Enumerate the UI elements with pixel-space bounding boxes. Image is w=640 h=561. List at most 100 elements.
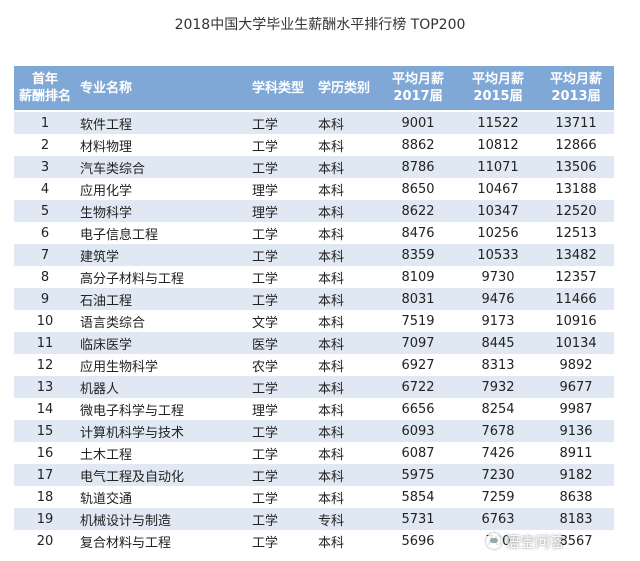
table-row: 9 石油工程 工学 本科 8031 9476 11466	[14, 288, 614, 310]
cell-degree-type: 本科	[312, 244, 378, 266]
header-salary-2013: 平均月薪 2013届	[538, 66, 614, 112]
table-row: 17 电气工程及自动化 工学 本科 5975 7230 9182	[14, 464, 614, 486]
table-row: 8 高分子材料与工程 工学 本科 8109 9730 12357	[14, 266, 614, 288]
toutiao-logo-icon	[486, 533, 502, 549]
cell-salary-2015: 9173	[458, 310, 538, 332]
cell-salary-2013: 12520	[538, 200, 614, 222]
cell-rank: 10	[14, 310, 76, 332]
cell-salary-2017: 8622	[378, 200, 458, 222]
cell-salary-2017: 5696	[378, 530, 458, 552]
cell-salary-2017: 6722	[378, 376, 458, 398]
salary-ranking-table: 首年 薪酬排名 专业名称 学科类型 学历类别 平均月薪 2017届 平均月薪 2…	[14, 66, 614, 552]
header-major: 专业名称	[76, 66, 246, 112]
table-row: 1 软件工程 工学 本科 9001 11522 13711	[14, 111, 614, 134]
table-row: 11 临床医学 医学 本科 7097 8445 10134	[14, 332, 614, 354]
cell-salary-2015: 11522	[458, 111, 538, 134]
cell-major: 汽车类综合	[76, 156, 246, 178]
header-degree-type: 学历类别	[312, 66, 378, 112]
cell-salary-2013: 9987	[538, 398, 614, 420]
cell-salary-2017: 9001	[378, 111, 458, 134]
cell-major: 计算机科学与技术	[76, 420, 246, 442]
cell-degree-type: 本科	[312, 266, 378, 288]
cell-salary-2013: 13711	[538, 111, 614, 134]
cell-salary-2015: 7678	[458, 420, 538, 442]
table-row: 10 语言类综合 文学 本科 7519 9173 10916	[14, 310, 614, 332]
cell-subject-type: 工学	[246, 156, 312, 178]
cell-rank: 5	[14, 200, 76, 222]
cell-salary-2013: 8183	[538, 508, 614, 530]
cell-degree-type: 本科	[312, 332, 378, 354]
cell-salary-2015: 9476	[458, 288, 538, 310]
cell-salary-2015: 7230	[458, 464, 538, 486]
cell-salary-2015: 9730	[458, 266, 538, 288]
cell-rank: 17	[14, 464, 76, 486]
cell-subject-type: 工学	[246, 464, 312, 486]
cell-degree-type: 本科	[312, 178, 378, 200]
table-row: 4 应用化学 理学 本科 8650 10467 13188	[14, 178, 614, 200]
cell-salary-2013: 10916	[538, 310, 614, 332]
cell-salary-2015: 8254	[458, 398, 538, 420]
cell-rank: 14	[14, 398, 76, 420]
cell-degree-type: 本科	[312, 222, 378, 244]
cell-rank: 8	[14, 266, 76, 288]
cell-salary-2015: 7259	[458, 486, 538, 508]
cell-major: 石油工程	[76, 288, 246, 310]
cell-subject-type: 工学	[246, 442, 312, 464]
cell-salary-2015: 8313	[458, 354, 538, 376]
header-rank: 首年 薪酬排名	[14, 66, 76, 112]
header-salary-2017: 平均月薪 2017届	[378, 66, 458, 112]
cell-salary-2013: 10134	[538, 332, 614, 354]
cell-major: 临床医学	[76, 332, 246, 354]
cell-salary-2017: 7097	[378, 332, 458, 354]
cell-major: 材料物理	[76, 134, 246, 156]
cell-subject-type: 工学	[246, 134, 312, 156]
cell-degree-type: 本科	[312, 486, 378, 508]
cell-degree-type: 本科	[312, 134, 378, 156]
cell-subject-type: 医学	[246, 332, 312, 354]
cell-major: 微电子科学与工程	[76, 398, 246, 420]
cell-subject-type: 工学	[246, 244, 312, 266]
cell-salary-2015: 10812	[458, 134, 538, 156]
cell-major: 电子信息工程	[76, 222, 246, 244]
cell-subject-type: 理学	[246, 200, 312, 222]
table-row: 15 计算机科学与技术 工学 本科 6093 7678 9136	[14, 420, 614, 442]
cell-major: 轨道交通	[76, 486, 246, 508]
cell-salary-2013: 12513	[538, 222, 614, 244]
cell-salary-2015: 6763	[458, 508, 538, 530]
cell-major: 土木工程	[76, 442, 246, 464]
cell-subject-type: 工学	[246, 266, 312, 288]
cell-subject-type: 工学	[246, 222, 312, 244]
cell-salary-2017: 8109	[378, 266, 458, 288]
cell-subject-type: 理学	[246, 178, 312, 200]
watermark: 悟空问答	[486, 529, 565, 553]
cell-major: 复合材料与工程	[76, 530, 246, 552]
cell-degree-type: 本科	[312, 420, 378, 442]
cell-major: 生物科学	[76, 200, 246, 222]
cell-salary-2015: 10467	[458, 178, 538, 200]
cell-subject-type: 工学	[246, 288, 312, 310]
cell-rank: 2	[14, 134, 76, 156]
cell-rank: 9	[14, 288, 76, 310]
cell-salary-2015: 10533	[458, 244, 538, 266]
cell-salary-2015: 10347	[458, 200, 538, 222]
cell-salary-2017: 7519	[378, 310, 458, 332]
cell-salary-2013: 8567	[538, 530, 614, 552]
cell-salary-2017: 6087	[378, 442, 458, 464]
cell-rank: 1	[14, 111, 76, 134]
cell-subject-type: 理学	[246, 398, 312, 420]
cell-salary-2013: 12866	[538, 134, 614, 156]
cell-rank: 16	[14, 442, 76, 464]
cell-salary-2017: 6093	[378, 420, 458, 442]
cell-rank: 13	[14, 376, 76, 398]
cell-degree-type: 本科	[312, 398, 378, 420]
cell-subject-type: 工学	[246, 508, 312, 530]
cell-degree-type: 本科	[312, 310, 378, 332]
table-row: 7 建筑学 工学 本科 8359 10533 13482	[14, 244, 614, 266]
cell-rank: 7	[14, 244, 76, 266]
cell-major: 应用生物科学	[76, 354, 246, 376]
cell-degree-type: 本科	[312, 200, 378, 222]
cell-rank: 15	[14, 420, 76, 442]
cell-salary-2013: 9136	[538, 420, 614, 442]
cell-rank: 18	[14, 486, 76, 508]
cell-salary-2013: 9892	[538, 354, 614, 376]
